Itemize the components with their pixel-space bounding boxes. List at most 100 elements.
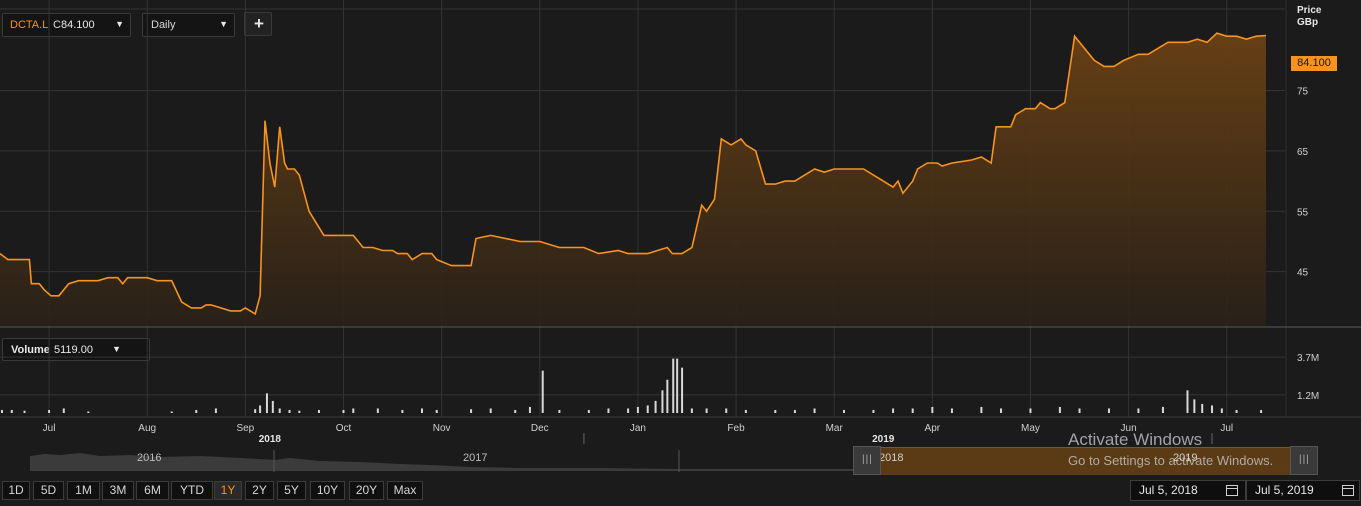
range-button-20y[interactable]: 20Y (349, 481, 384, 500)
range-button-6m[interactable]: 6M (136, 481, 169, 500)
month-tick-label: Feb (727, 423, 745, 434)
volume-bar (607, 408, 610, 413)
navigator-year-2017: 2017 (463, 452, 488, 464)
from-date-input[interactable]: Jul 5, 2018 (1130, 480, 1246, 501)
range-button-1d[interactable]: 1D (2, 481, 30, 500)
volume-bar (793, 409, 796, 413)
price-tick-label: 55 (1297, 207, 1309, 218)
range-button-5d[interactable]: 5D (33, 481, 64, 500)
range-button-ytd[interactable]: YTD (171, 481, 213, 500)
volume-tick-label: 1.2M (1297, 391, 1319, 402)
chevron-down-icon[interactable]: ▼ (112, 344, 121, 354)
volume-bar (0, 409, 3, 413)
volume-tick-label: 3.7M (1297, 353, 1319, 364)
chevron-down-icon[interactable]: ▼ (115, 19, 124, 29)
range-button-10y[interactable]: 10Y (310, 481, 345, 500)
plus-icon: + (254, 14, 264, 33)
volume-bar (489, 408, 492, 413)
volume-bar (1078, 408, 1081, 413)
volume-selector[interactable]: Volume 5119.00 ▼ (2, 338, 150, 361)
chevron-down-icon[interactable]: ▼ (219, 19, 228, 29)
range-button-max[interactable]: Max (387, 481, 423, 500)
price-tick-label: 65 (1297, 147, 1309, 158)
to-date-value: Jul 5, 2019 (1255, 483, 1314, 497)
volume-bar (654, 400, 657, 413)
volume-bar (170, 411, 173, 413)
volume-bar (435, 409, 438, 413)
navigator-sparkline (30, 450, 1300, 472)
grip-icon: ||| (1299, 454, 1310, 465)
close-label: C (53, 19, 61, 31)
volume-bar (10, 409, 13, 413)
navigator-right-handle[interactable]: ||| (1290, 446, 1318, 475)
month-tick-label: Jan (630, 423, 646, 434)
range-button-3m[interactable]: 3M (102, 481, 134, 500)
range-button-1y[interactable]: 1Y (214, 481, 242, 500)
month-tick-label: Sep (236, 423, 254, 434)
volume-bar (271, 400, 274, 413)
volume-bar (288, 409, 291, 413)
navigator-year-2016: 2016 (137, 452, 162, 464)
year-tick-label: 2018 (259, 434, 282, 445)
volume-bar (950, 408, 953, 413)
volume-bar (681, 367, 684, 413)
volume-bar (666, 379, 669, 413)
volume-bar (1201, 403, 1204, 413)
calendar-icon[interactable] (1342, 485, 1354, 496)
range-button-1m[interactable]: 1M (67, 481, 100, 500)
volume-bar (214, 408, 217, 413)
calendar-icon[interactable] (1226, 485, 1238, 496)
volume-bar (528, 406, 531, 413)
navigator-selection[interactable] (856, 447, 1313, 475)
range-button-5y[interactable]: 5Y (277, 481, 306, 500)
month-tick-label: Jul (1220, 423, 1233, 434)
volume-bar (931, 406, 934, 413)
price-area (0, 33, 1266, 326)
month-tick-label: Nov (433, 423, 451, 434)
volume-bar (87, 411, 90, 413)
navigator-left-handle[interactable]: ||| (853, 446, 881, 475)
volume-bar (587, 409, 590, 413)
volume-bar (1161, 406, 1164, 413)
volume-bar (259, 405, 262, 413)
volume-value: 5119.00 (54, 344, 93, 356)
volume-bar (254, 409, 257, 413)
volume-bar (1235, 409, 1238, 413)
volume-bar (1193, 399, 1196, 413)
volume-bar (813, 408, 816, 413)
volume-bar (62, 408, 65, 413)
volume-bar (541, 370, 544, 413)
month-tick-label: Dec (531, 423, 549, 434)
symbol-selector[interactable]: DCTA.L C 84.100 ▼ (2, 13, 131, 37)
range-button-2y[interactable]: 2Y (245, 481, 274, 500)
volume-bar (646, 405, 649, 413)
volume-bar (892, 408, 895, 413)
volume-bar (1000, 408, 1003, 413)
volume-bar (401, 409, 404, 413)
volume-bar (1220, 408, 1223, 413)
to-date-input[interactable]: Jul 5, 2019 (1246, 480, 1360, 501)
volume-bar (342, 409, 345, 413)
volume-bar (872, 409, 875, 413)
add-indicator-button[interactable]: + (244, 12, 272, 36)
volume-bar (672, 358, 675, 413)
price-line (0, 32, 1267, 316)
symbol-ticker: DCTA.L (10, 19, 49, 31)
navigator[interactable]: 2016 2017 2018 2019 ||| ||| (0, 446, 1361, 476)
volume-bar (317, 409, 320, 413)
year-tick-label: 2019 (872, 434, 895, 445)
activation-watermark: Activate Windows Go to Settings to activ… (1068, 430, 1274, 468)
volume-bar (725, 408, 728, 413)
interval-selector[interactable]: Daily ▼ (142, 13, 235, 37)
volume-bar (1260, 409, 1263, 413)
volume-bar (48, 409, 51, 413)
volume-bar (558, 409, 561, 413)
volume-bar (980, 406, 983, 413)
volume-bar (1058, 406, 1061, 413)
volume-bar (627, 408, 630, 413)
volume-bar (421, 408, 423, 413)
volume-bar (265, 393, 268, 413)
price-volume-chart[interactable]: 45 55 65 75 1.2M 3.7M Jul Aug Sep Oct Nov Dec Jan Feb… (0, 0, 1361, 445)
volume-bar (1137, 408, 1140, 413)
price-tick-label: 75 (1297, 87, 1309, 98)
